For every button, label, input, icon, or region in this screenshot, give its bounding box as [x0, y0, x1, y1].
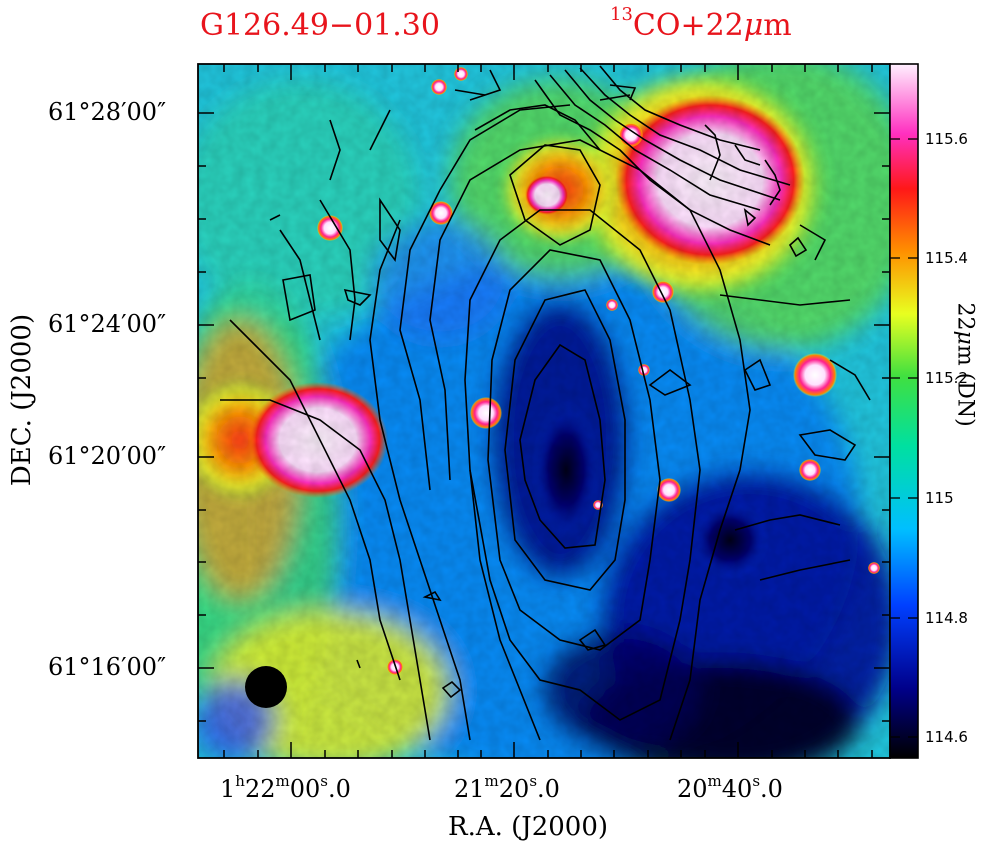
colorbar-tick-label: 115.2: [925, 369, 968, 387]
colorbar-ticks: [890, 138, 918, 738]
colorbar-tick-label: 114.8: [925, 609, 968, 627]
axis-ticks: [198, 64, 890, 758]
emission-map-image: [198, 64, 890, 758]
beam-size-marker: [245, 666, 287, 708]
x-axis-label: R.A. (J2000): [448, 812, 609, 842]
y-axis-label: DEC. (J2000): [7, 313, 37, 487]
13co-contours: [220, 65, 871, 741]
source-name-title: G126.49−01.30: [200, 8, 440, 43]
tracer-title: 13CO+22μm: [610, 4, 792, 43]
dec-tick-label: 61°16′00″: [48, 653, 167, 681]
dec-tick-label: 61°24′00″: [48, 310, 167, 338]
ra-tick-label: 1h22m00s.0: [220, 772, 351, 803]
colorbar-tick-label: 114.6: [925, 728, 968, 746]
colorbar: [890, 64, 918, 758]
dec-tick-label: 61°20′00″: [48, 442, 167, 470]
colorbar-tick-label: 115.6: [925, 130, 968, 148]
colorbar-label: 22μm (DN): [952, 302, 978, 427]
colorbar-frame: [889, 63, 919, 759]
colorbar-tick-label: 115: [925, 489, 954, 507]
dec-tick-label: 61°28′00″: [48, 98, 167, 126]
ra-tick-label: 20m40s.0: [677, 772, 783, 803]
colorbar-tick-label: 115.4: [925, 249, 968, 267]
ra-tick-label: 21m20s.0: [454, 772, 560, 803]
